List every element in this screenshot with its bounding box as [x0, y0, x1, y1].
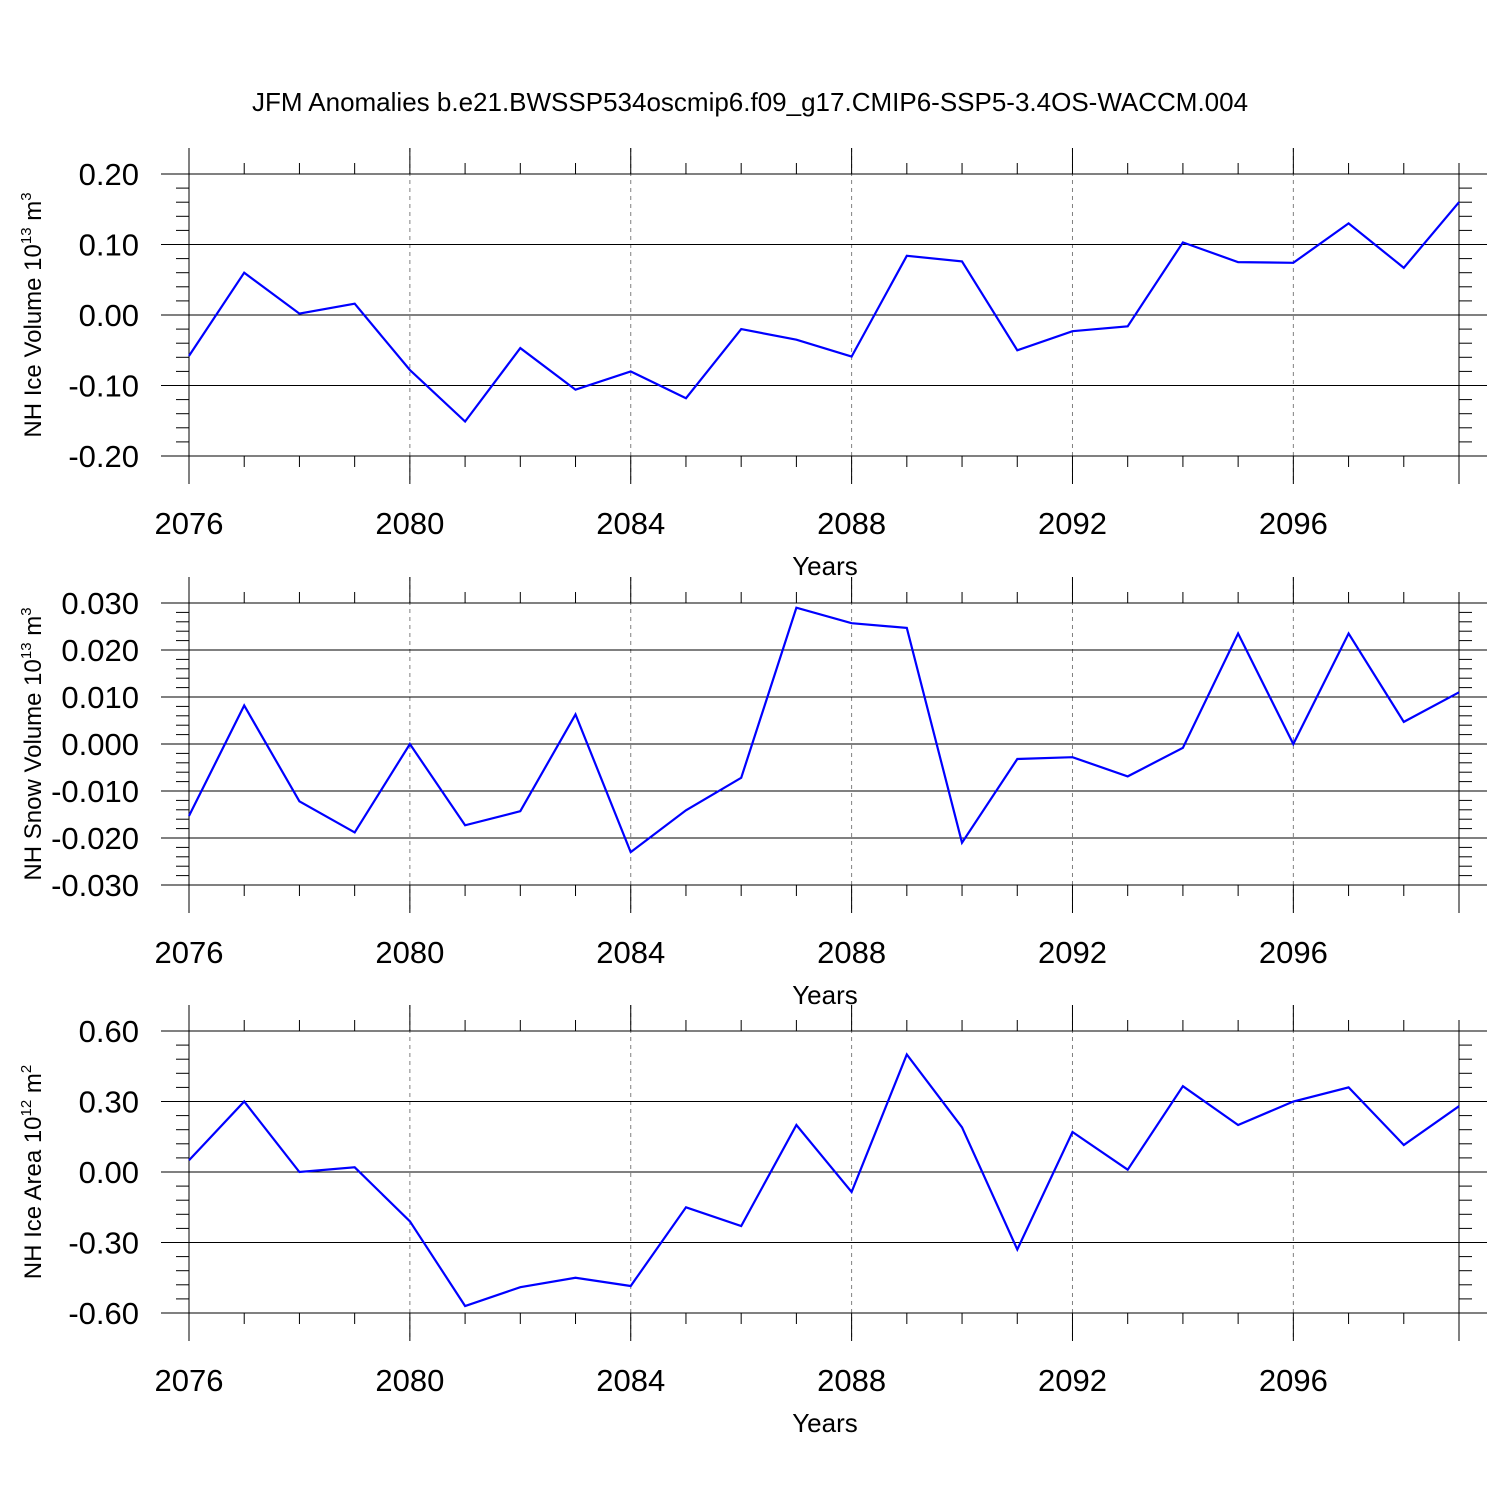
figure-title: JFM Anomalies b.e21.BWSSP534oscmip6.f09_…	[252, 87, 1248, 117]
x-tick-label: 2088	[817, 935, 886, 970]
y-tick-label: 0.000	[61, 727, 139, 762]
y-tick-label: 0.10	[79, 228, 139, 263]
x-tick-label: 2084	[596, 1363, 665, 1398]
panel-1: -0.20 -0.10 0.00 0.10 0.20 2076 2080 2084 2088 20…	[18, 148, 1487, 581]
x-tick-label: 2076	[155, 935, 224, 970]
x-tick-label: 2076	[155, 1363, 224, 1398]
y-tick-label: 0.60	[79, 1014, 139, 1049]
panel-2: -0.030 -0.020 -0.010 0.000 0.010 0.020 0.030 20…	[18, 577, 1487, 1010]
y-tick-label: 0.20	[79, 157, 139, 192]
y-tick-label: 0.00	[79, 298, 139, 333]
series-line	[188, 606, 1460, 854]
x-tick-label: 2092	[1038, 506, 1107, 541]
y-tick-label: -0.20	[68, 439, 139, 474]
x-axis-label: Years	[792, 980, 858, 1010]
x-tick-label: 2080	[375, 935, 444, 970]
y-tick-label: 0.00	[79, 1155, 139, 1190]
x-axis-label: Years	[792, 1408, 858, 1438]
x-tick-label: 2096	[1259, 935, 1328, 970]
x-tick-label: 2084	[596, 935, 665, 970]
series-line	[188, 1052, 1460, 1308]
y-axis-label: NH Snow Volume 1013 m3	[18, 607, 47, 880]
y-tick-label: -0.020	[51, 821, 139, 856]
panels: -0.20 -0.10 0.00 0.10 0.20 2076 2080 2084 2088 20…	[18, 148, 1487, 1438]
y-tick-label: -0.10	[68, 369, 139, 404]
y-tick-label: 0.010	[61, 680, 139, 715]
x-tick-label: 2096	[1259, 1363, 1328, 1398]
panel-3: -0.60 -0.30 0.00 0.30 0.60 2076 2080 2084 2088 20…	[18, 1005, 1487, 1438]
y-tick-label: 0.30	[79, 1085, 139, 1120]
series-line	[188, 201, 1460, 424]
x-tick-label: 2088	[817, 506, 886, 541]
x-tick-label: 2080	[375, 1363, 444, 1398]
y-tick-label: -0.60	[68, 1296, 139, 1331]
y-tick-label: -0.010	[51, 774, 139, 809]
x-tick-label: 2096	[1259, 506, 1328, 541]
y-tick-label: -0.030	[51, 868, 139, 903]
x-tick-label: 2084	[596, 506, 665, 541]
y-tick-label: 0.020	[61, 633, 139, 668]
x-axis-label: Years	[792, 551, 858, 581]
x-tick-label: 2076	[155, 506, 224, 541]
x-tick-label: 2092	[1038, 1363, 1107, 1398]
x-tick-label: 2088	[817, 1363, 886, 1398]
x-tick-label: 2080	[375, 506, 444, 541]
y-axis-label: NH Ice Volume 1013 m3	[18, 192, 47, 437]
y-axis-label: NH Ice Area 1012 m2	[18, 1065, 47, 1279]
x-tick-label: 2092	[1038, 935, 1107, 970]
y-tick-label: 0.030	[61, 586, 139, 621]
y-tick-label: -0.30	[68, 1226, 139, 1261]
